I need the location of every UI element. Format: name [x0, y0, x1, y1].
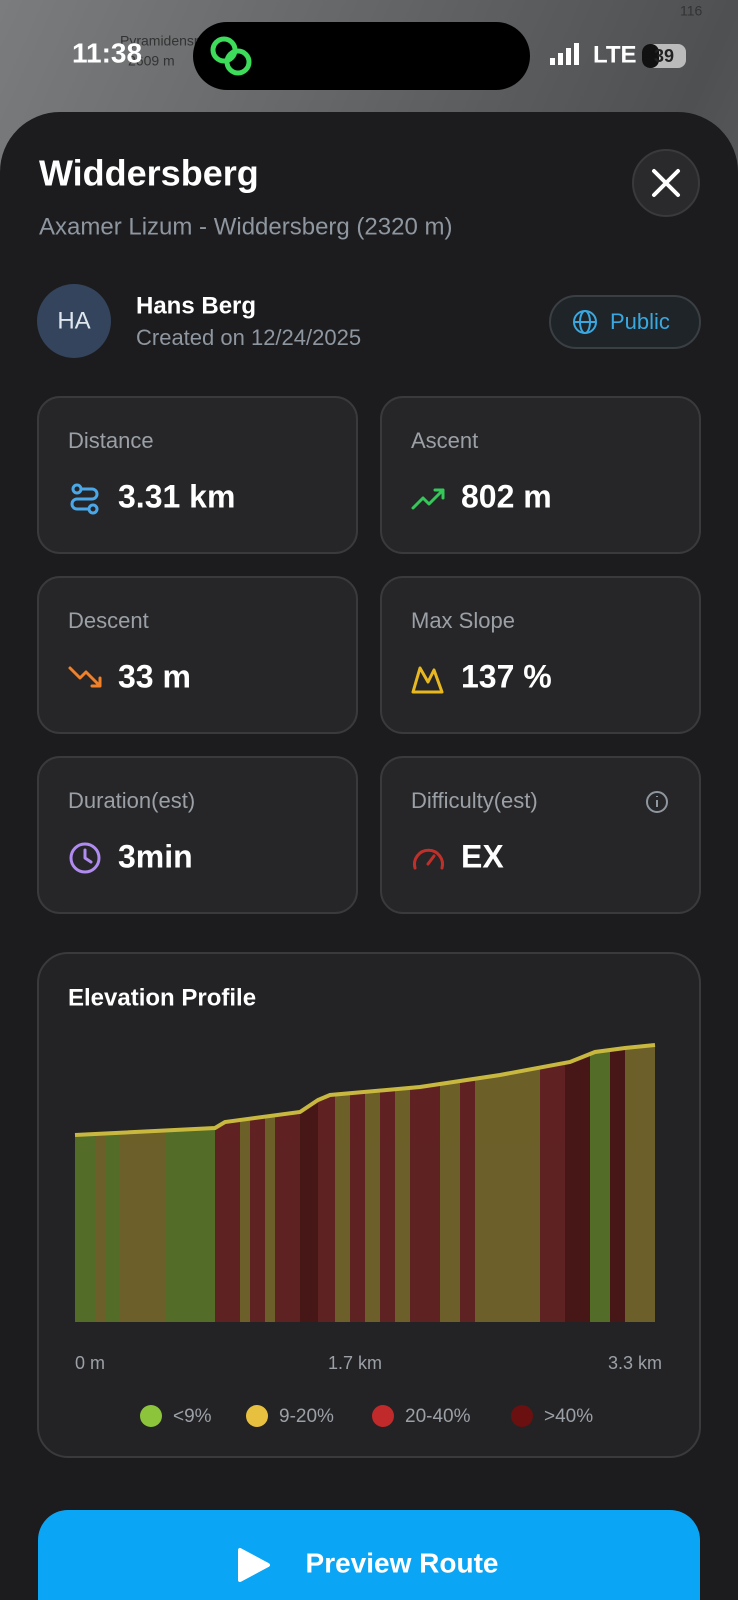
map-label: 2609 m — [128, 53, 175, 69]
legend-swatch — [372, 1405, 394, 1427]
legend-swatch — [511, 1405, 533, 1427]
legend-swatch — [140, 1405, 162, 1427]
stat-label: Max Slope — [411, 608, 515, 633]
author-name: Hans Berg — [136, 292, 256, 319]
stat-card — [37, 396, 358, 554]
stat-label: Descent — [68, 608, 149, 633]
route-subtitle: Axamer Lizum - Widdersberg (2320 m) — [39, 213, 452, 240]
status-time: 11:38 — [72, 37, 142, 68]
stat-value: 33 m — [118, 658, 191, 694]
button-label: Preview Route — [306, 1547, 499, 1578]
info-icon[interactable] — [646, 791, 668, 813]
created-date: Created on 12/24/2025 — [136, 325, 361, 350]
route-title: Widdersberg — [39, 153, 259, 194]
stat-card — [380, 576, 701, 734]
stat-card — [37, 756, 358, 914]
status-network: LTE — [593, 41, 637, 68]
visibility-pill[interactable]: Public — [549, 295, 701, 349]
stat-card — [380, 396, 701, 554]
close-button[interactable] — [632, 149, 700, 217]
stat-card — [380, 756, 701, 914]
stat-value: 137 % — [461, 658, 552, 694]
ascent-icon — [411, 488, 445, 510]
stat-value: 3min — [118, 838, 193, 874]
x-label: 1.7 km — [328, 1353, 382, 1373]
legend-label: >40% — [544, 1406, 593, 1427]
app-icon — [210, 36, 252, 76]
stat-value: 3.31 km — [118, 478, 235, 514]
legend-label: <9% — [173, 1406, 212, 1427]
legend-label: 9-20% — [279, 1406, 334, 1427]
x-label: 0 m — [75, 1353, 105, 1373]
x-label: 3.3 km — [608, 1353, 662, 1373]
elevation-title: Elevation Profile — [68, 984, 256, 1011]
preview-button[interactable]: Preview Route — [38, 1510, 700, 1600]
stat-label: Distance — [68, 428, 154, 453]
stat-value: EX — [461, 838, 504, 874]
duration-icon — [69, 842, 101, 874]
elevation-line — [74, 1043, 656, 1137]
stat-label: Duration(est) — [68, 788, 195, 813]
legend-swatch — [246, 1405, 268, 1427]
difficulty-icon — [413, 848, 444, 870]
legend-label: 20-40% — [405, 1406, 471, 1427]
stat-label: Ascent — [411, 428, 478, 453]
avatar — [37, 284, 111, 358]
dynamic-island — [193, 22, 530, 90]
stat-label: Difficulty(est) — [411, 788, 538, 813]
stat-value: 802 m — [461, 478, 552, 514]
stat-card — [37, 576, 358, 734]
distance-icon — [70, 483, 99, 515]
visibility-text: Public — [610, 309, 670, 334]
map-label: 116 — [680, 3, 703, 19]
descent-icon — [68, 666, 102, 688]
slope-icon — [411, 666, 444, 694]
battery-level — [642, 44, 659, 68]
battery-text: 39 — [654, 46, 674, 66]
signal-icon — [550, 43, 579, 65]
avatar-initials: HA — [57, 307, 90, 334]
